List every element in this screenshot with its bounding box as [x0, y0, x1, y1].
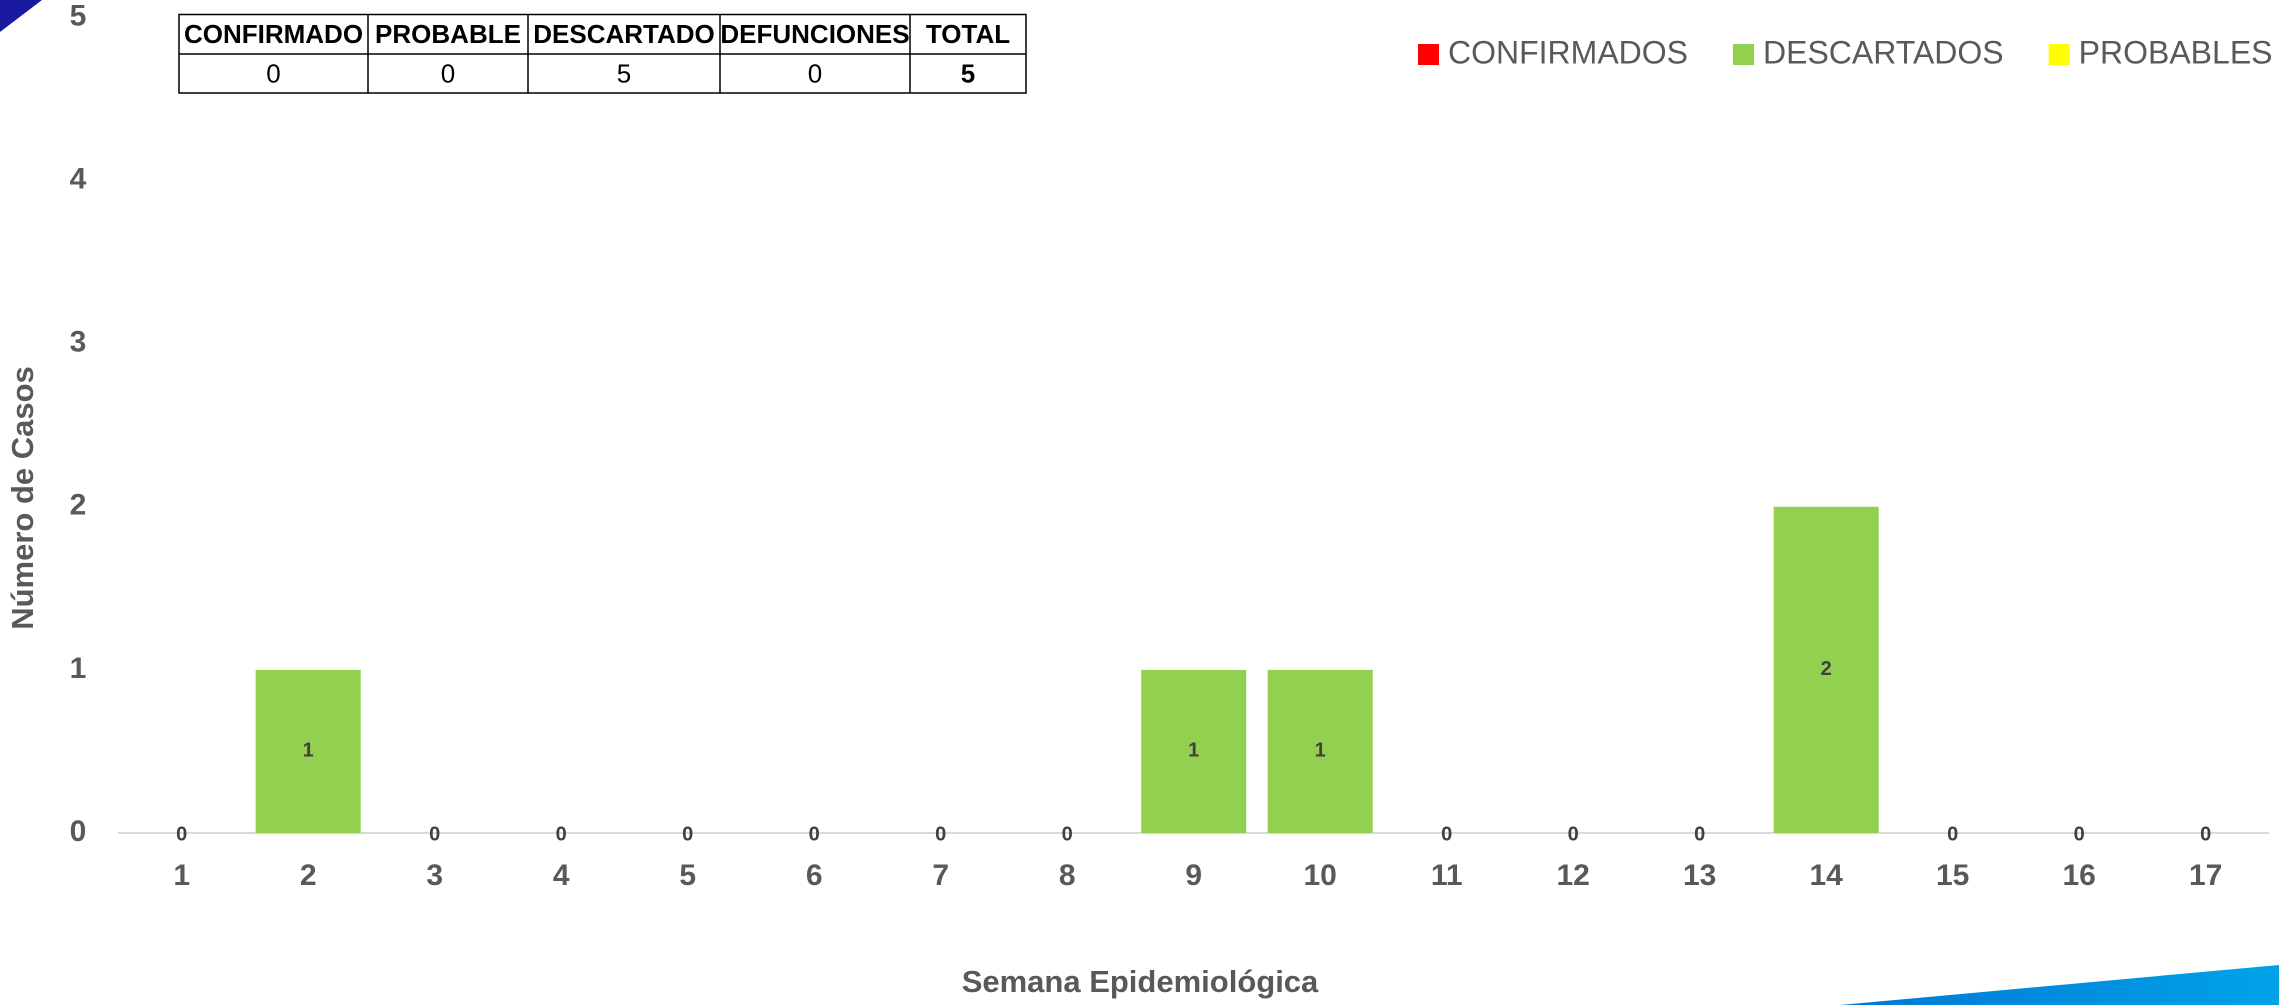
table-header: DESCARTADO: [533, 19, 715, 49]
table-cell: 5: [617, 58, 631, 88]
y-tick-label: 5: [70, 0, 87, 32]
table-header: PROBABLE: [375, 19, 521, 49]
legend-swatch: [2048, 44, 2070, 65]
data-label: 0: [1947, 823, 1958, 845]
x-tick-label: 10: [1304, 859, 1337, 892]
data-label: 0: [429, 823, 440, 845]
y-axis-title: Número de Casos: [5, 366, 40, 630]
table-header: CONFIRMADO: [184, 19, 363, 49]
y-tick-label: 2: [70, 489, 87, 522]
legend-label: CONFIRMADOS: [1448, 34, 1688, 70]
corner-decoration: [1840, 965, 2279, 1005]
data-label: 1: [1188, 740, 1199, 762]
x-tick-label: 13: [1683, 859, 1716, 892]
x-tick-label: 16: [2063, 859, 2096, 892]
x-tick-label: 7: [932, 859, 949, 892]
legend-swatch: [1418, 44, 1439, 65]
data-label: 0: [2200, 823, 2211, 845]
x-tick-label: 6: [806, 859, 823, 892]
data-label: 1: [1315, 740, 1326, 762]
bar-segment: [1267, 669, 1373, 833]
table-cell: 5: [961, 58, 975, 88]
bar-segment: [1773, 506, 1879, 833]
y-tick-label: 4: [70, 162, 87, 195]
data-label: 0: [1441, 823, 1452, 845]
y-tick-label: 1: [70, 652, 87, 685]
table-cell: 0: [266, 58, 280, 88]
table-cell: 0: [808, 58, 822, 88]
y-tick-label: 3: [70, 326, 87, 359]
data-label: 2: [1821, 658, 1832, 680]
x-tick-label: 3: [426, 859, 443, 892]
x-tick-label: 14: [1810, 859, 1844, 892]
legend-label: DESCARTADOS: [1763, 34, 2004, 70]
bar-segment: [1141, 669, 1247, 833]
data-label: 0: [556, 823, 567, 845]
bar-segment: [255, 669, 361, 833]
data-label: 1: [303, 740, 314, 762]
data-label: 0: [682, 823, 693, 845]
table-header: DEFUNCIONES: [720, 19, 909, 49]
x-tick-label: 1: [173, 859, 190, 892]
data-label: 0: [2074, 823, 2085, 845]
summary-table: CONFIRMADO 0 PROBABLE 0 DESCARTADO 5 DEFUNCION…: [178, 13, 1027, 94]
data-label: 0: [809, 823, 820, 845]
x-tick-label: 12: [1557, 859, 1590, 892]
data-label: 0: [1694, 823, 1705, 845]
x-tick-label: 17: [2189, 859, 2222, 892]
y-tick-label: 0: [70, 815, 87, 848]
data-label: 0: [935, 823, 946, 845]
x-tick-label: 8: [1059, 859, 1076, 892]
data-label: 0: [176, 823, 187, 845]
x-tick-label: 11: [1431, 859, 1463, 892]
x-tick-label: 2: [300, 859, 317, 892]
data-label: 0: [1568, 823, 1579, 845]
x-axis-title: Semana Epidemiológica: [962, 964, 1319, 999]
x-tick-label: 4: [553, 859, 570, 892]
data-label: 0: [1062, 823, 1073, 845]
corner-decoration: [0, 0, 42, 32]
x-tick-label: 15: [1936, 859, 1969, 892]
x-tick-label: 9: [1185, 859, 1202, 892]
legend-label: PROBABLES: [2079, 34, 2273, 70]
legend-swatch: [1733, 44, 1754, 65]
table-header: TOTAL: [926, 19, 1010, 49]
x-tick-label: 5: [679, 859, 696, 892]
table-cell: 0: [441, 58, 455, 88]
